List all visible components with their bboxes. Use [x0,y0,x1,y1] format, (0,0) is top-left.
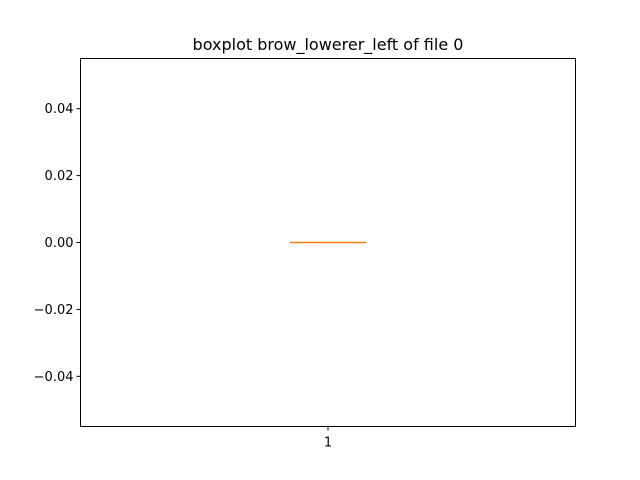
y-axis-ticks: −0.04 −0.02 0.00 0.02 0.04 [34,102,81,385]
y-tick-label: −0.04 [34,370,74,385]
y-tick-label: 0.02 [45,169,74,184]
plot-area-frame [80,58,576,427]
y-tick-label: 0.00 [45,236,74,251]
x-axis-ticks: 1 [324,426,332,451]
y-tick-label: 0.04 [45,102,74,117]
y-tick-label: −0.02 [34,303,74,318]
chart-title: boxplot brow_lowerer_left of file 0 [193,35,464,55]
x-tick-label: 1 [324,436,332,451]
